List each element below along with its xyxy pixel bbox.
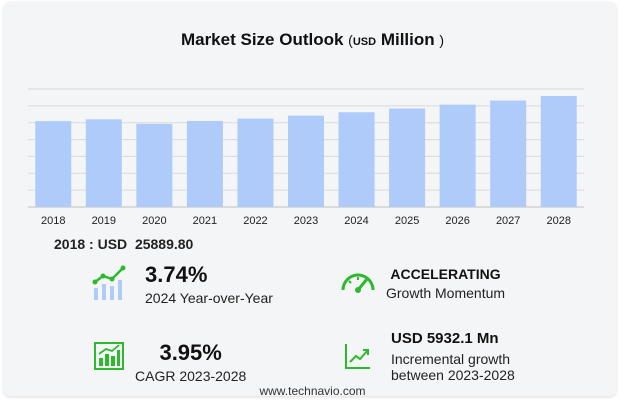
incremental-value: USD 5932.1 Mn bbox=[391, 330, 499, 347]
x-tick-label: 2026 bbox=[445, 215, 469, 227]
momentum-label: Growth Momentum bbox=[386, 285, 506, 301]
line-growth-icon bbox=[345, 344, 370, 369]
x-tick-label: 2023 bbox=[294, 215, 318, 227]
yoy-metric: 3.74% 2024 Year-over-Year bbox=[145, 262, 273, 306]
bar-2021 bbox=[186, 120, 223, 207]
x-tick-label: 2019 bbox=[92, 215, 116, 227]
cagr-metric: 3.95% CAGR 2023-2028 bbox=[135, 340, 246, 384]
yoy-value: 3.74% bbox=[145, 262, 208, 287]
x-tick-label: 2025 bbox=[395, 215, 419, 227]
incremental-label-2: between 2023-2028 bbox=[391, 367, 515, 383]
bar-2028 bbox=[540, 96, 577, 207]
base-year-amount: 25889.80 bbox=[134, 236, 194, 252]
cagr-label: CAGR 2023-2028 bbox=[135, 368, 247, 384]
bar-2023 bbox=[288, 115, 324, 207]
title-paren-close: ) bbox=[439, 32, 445, 48]
momentum-metric: ACCELERATING Growth Momentum bbox=[386, 266, 505, 301]
x-tick-label: 2028 bbox=[546, 215, 570, 227]
yoy-label: 2024 Year-over-Year bbox=[145, 290, 273, 306]
momentum-value: ACCELERATING bbox=[390, 266, 501, 282]
incremental-label-1: Incremental growth bbox=[391, 351, 511, 367]
bar-2027 bbox=[490, 100, 527, 207]
bar-chart: 2018 2019 2020 2021 2022 2023 2024 2025 2026 2027… bbox=[28, 88, 584, 227]
bar-2024 bbox=[338, 112, 375, 207]
bar-2022 bbox=[237, 118, 274, 207]
x-tick-labels: 2018 2019 2020 2021 2022 2023 2024 2025 2026 2027… bbox=[41, 215, 571, 227]
base-year-value: 2018 : USD 25889.80 bbox=[54, 236, 193, 252]
x-tick-label: 2020 bbox=[142, 215, 166, 227]
bar-2020 bbox=[136, 123, 173, 207]
title-scale: Million bbox=[380, 30, 435, 49]
title-paren-open: ( bbox=[348, 32, 353, 48]
title-main: Market Size Outlook bbox=[180, 30, 344, 49]
chart-title: Market Size Outlook (USD Million ) bbox=[0, 30, 625, 50]
x-tick-label: 2027 bbox=[496, 215, 520, 227]
bars bbox=[35, 96, 577, 207]
incremental-metric: USD 5932.1 Mn Incremental growth between… bbox=[391, 330, 515, 383]
base-year-label: 2018 : USD bbox=[54, 236, 128, 252]
source-footer: www.technavio.com bbox=[259, 384, 366, 398]
title-unit: USD bbox=[352, 36, 377, 48]
bar-2019 bbox=[85, 119, 122, 207]
bar-growth-icon bbox=[94, 342, 124, 370]
cagr-value: 3.95% bbox=[159, 340, 222, 365]
x-tick-label: 2022 bbox=[243, 215, 267, 227]
rising-bars-icon bbox=[92, 265, 126, 300]
bar-2026 bbox=[439, 104, 476, 207]
x-tick-label: 2021 bbox=[193, 215, 217, 227]
bar-2018 bbox=[35, 121, 72, 207]
x-tick-label: 2018 bbox=[41, 215, 65, 227]
speedometer-icon bbox=[341, 273, 375, 293]
bar-2025 bbox=[389, 108, 426, 207]
x-tick-label: 2024 bbox=[344, 215, 368, 227]
